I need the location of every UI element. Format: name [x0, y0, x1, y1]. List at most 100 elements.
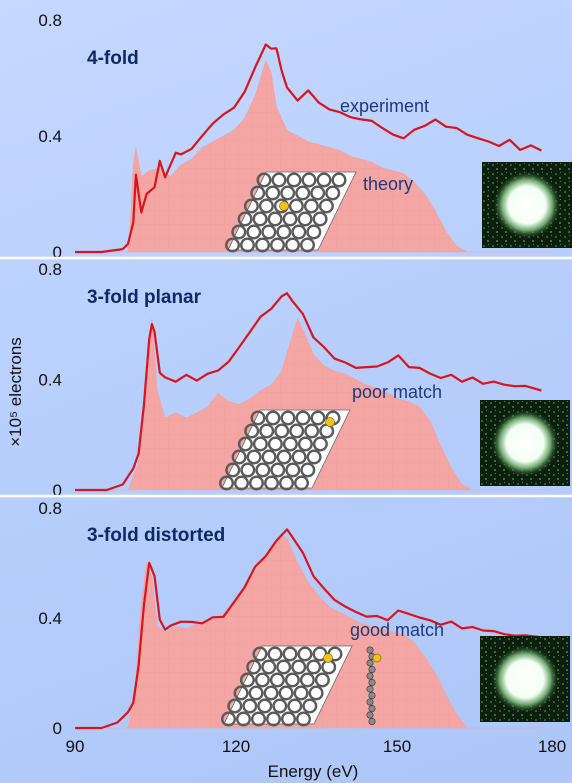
panel-title: 3-fold distorted	[87, 525, 225, 546]
hexagon-ring	[233, 685, 249, 701]
hexagon-ring	[285, 462, 301, 478]
hexagon-ring	[231, 224, 247, 240]
hexagon-ring	[310, 410, 326, 426]
hexagon-ring	[318, 198, 334, 214]
hexagon-ring	[295, 410, 311, 426]
x-tick-label: 150	[383, 737, 411, 756]
hexagon-ring	[231, 449, 247, 465]
hexagon-ring	[299, 672, 315, 688]
panels: 0 0.4 0.8 4-fold experiment theory 0 0.4 0.8 3-fo…	[0, 11, 572, 738]
hexagon-ring	[263, 685, 279, 701]
hexagon-ring	[280, 185, 296, 201]
hexagon-ring	[261, 224, 277, 240]
x-axis: 90 120 150 180 Energy (eV)	[66, 737, 567, 781]
y-tick-label: 0	[53, 481, 62, 500]
hexagon-ring	[239, 672, 255, 688]
hexagon-ring	[279, 475, 295, 491]
x-axis-title: Energy (eV)	[268, 762, 359, 781]
hexagon-ring	[250, 185, 266, 201]
hexagon-ring	[291, 659, 307, 675]
hexagon-ring	[308, 685, 324, 701]
hexagon-ring	[272, 698, 288, 714]
experiment-line	[75, 43, 542, 254]
side-atom	[368, 665, 376, 673]
hexagon-ring	[316, 172, 332, 188]
hexagon-ring	[244, 423, 260, 439]
hexagon-ring	[274, 423, 290, 439]
series-annotation: good match	[350, 620, 444, 640]
hexagon-ring	[235, 711, 252, 727]
hexagon-ring	[258, 198, 274, 214]
hexagon-ring	[312, 436, 328, 452]
side-atom	[368, 678, 376, 686]
hexagon-ring	[267, 211, 283, 227]
dopant-atom	[372, 653, 382, 663]
hexagon-ring	[267, 436, 283, 452]
x-tick-label: 120	[222, 737, 250, 756]
panel-1: 0 0.4 0.8 4-fold experiment theory	[38, 11, 572, 262]
hexagon-ring	[310, 185, 326, 201]
hexagon-ring	[285, 237, 301, 253]
hexagon-ring	[249, 475, 265, 491]
hexagon-ring	[276, 449, 292, 465]
hexagon-ring	[291, 224, 307, 240]
panel-3: 0 0.4 0.8 3-fold distorted good match	[38, 499, 570, 738]
y-tick-label: 0.4	[38, 371, 62, 390]
y-tick-label: 0.8	[38, 11, 62, 30]
theory-area	[75, 59, 552, 253]
hexagon-ring	[218, 475, 235, 491]
panel-title: 4-fold	[87, 48, 139, 69]
hexagon-ring	[233, 475, 250, 491]
hexagon-ring	[295, 711, 311, 727]
y-tick-label: 0.4	[38, 609, 62, 628]
side-atom	[366, 659, 374, 667]
hexagon-ring	[304, 423, 320, 439]
hexagon-ring	[271, 172, 287, 188]
panel-title: 3-fold planar	[87, 287, 202, 308]
hexagon-ring	[264, 475, 280, 491]
hexagon-ring	[282, 436, 298, 452]
hexagon-ring	[282, 211, 298, 227]
hexagon-ring	[281, 711, 297, 727]
hexagon-ring	[295, 185, 311, 201]
hexagon-ring	[276, 224, 292, 240]
hexagon-ring	[250, 410, 266, 426]
hexagon-ring	[287, 698, 303, 714]
hexagon-ring	[257, 698, 273, 714]
side-atom	[368, 691, 376, 699]
hexagon-ring	[276, 659, 292, 675]
hexagon-ring	[237, 211, 253, 227]
hexagon-ring	[259, 423, 275, 439]
dopant-atom	[279, 201, 289, 211]
side-view-inset	[366, 646, 382, 726]
hexagon-ring	[331, 172, 347, 188]
hexagon-ring	[237, 436, 253, 452]
hexagon-ring	[300, 462, 316, 478]
hexagon-ring	[240, 462, 256, 478]
hexagon-ring	[255, 237, 271, 253]
series-annotation: poor match	[352, 382, 442, 402]
y-tick-label: 0.8	[38, 260, 62, 279]
hexagon-ring	[265, 185, 281, 201]
hexagon-ring	[243, 198, 259, 214]
hexagon-ring	[220, 711, 237, 727]
hexagon-ring	[278, 685, 294, 701]
hexagon-ring	[246, 659, 262, 675]
hexagon-ring	[289, 423, 305, 439]
series-annotation: experiment	[340, 96, 429, 116]
hexagon-ring	[306, 224, 322, 240]
hexagon-ring	[254, 672, 270, 688]
hexagon-ring	[227, 698, 243, 714]
hexagon-ring	[314, 672, 330, 688]
hexagon-ring	[312, 211, 328, 227]
x-tick-label: 180	[538, 737, 566, 756]
hexagon-ring	[252, 436, 268, 452]
hexagon-ring	[239, 237, 256, 253]
hexagon-ring	[301, 172, 317, 188]
structure-model-inset	[224, 171, 357, 253]
hexagon-ring	[303, 198, 319, 214]
hexagon-ring	[242, 698, 258, 714]
series-annotation: theory	[363, 174, 413, 194]
hexagon-ring	[270, 462, 286, 478]
